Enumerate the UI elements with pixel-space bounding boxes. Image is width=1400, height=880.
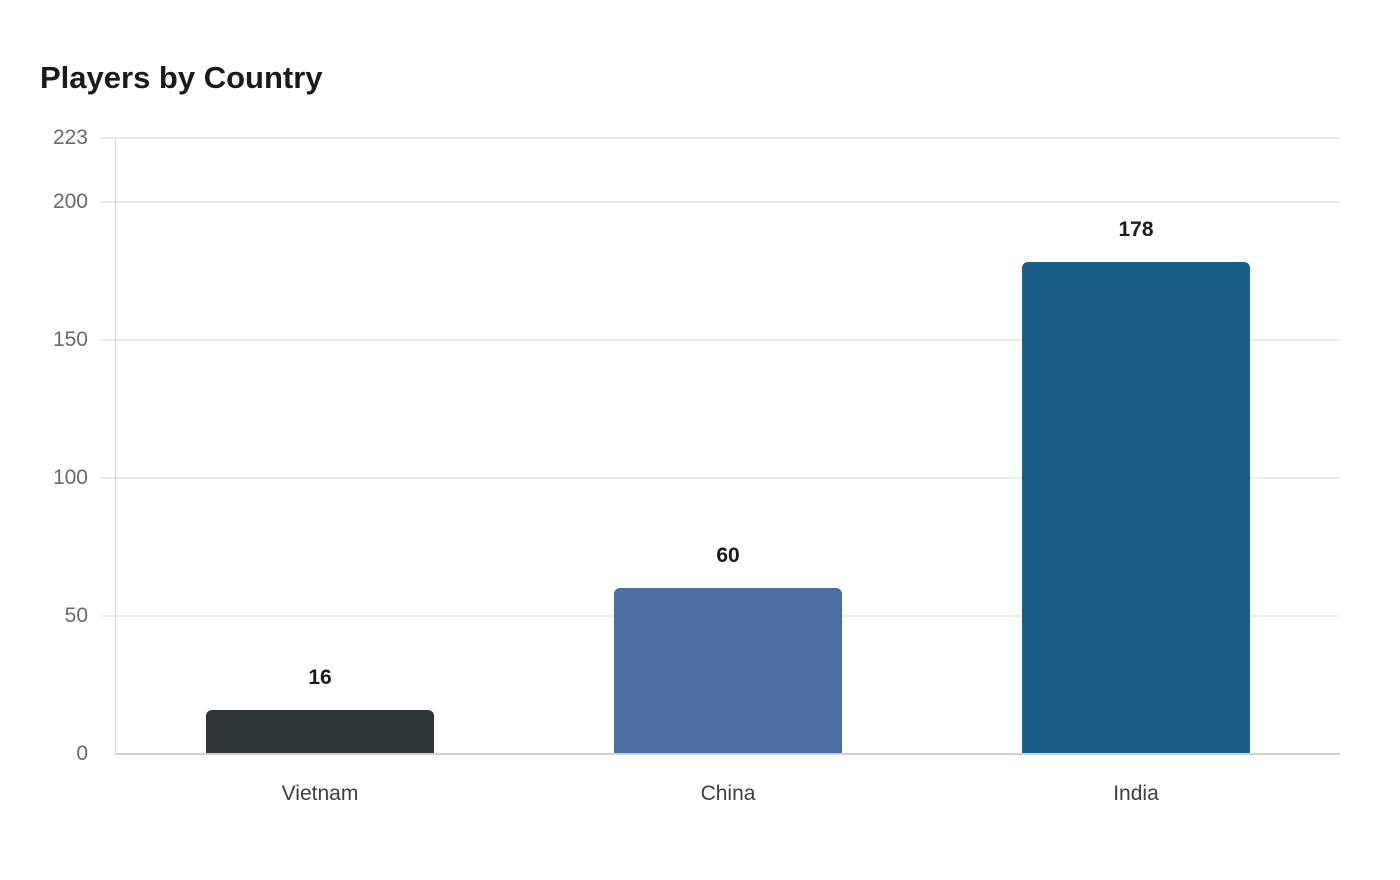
bar-vietnam[interactable] [206,709,434,754]
gridline [100,338,1340,341]
bar-china[interactable] [614,588,842,754]
x-tick-label: India [1113,782,1159,805]
x-tick-label: China [700,782,756,805]
gridline [100,200,1340,203]
gridline [100,476,1340,479]
bar-india[interactable] [1022,262,1250,754]
y-axis-line [115,138,116,754]
y-tick-label: 223 [52,126,88,149]
chart-title: Players by Country [40,60,323,95]
y-tick-label: 50 [64,603,88,627]
gridline [100,137,1340,139]
y-tick-label: 0 [76,742,88,765]
x-axis-line [116,753,1340,755]
y-tick-label: 200 [52,189,88,213]
y-tick-label: 150 [52,327,88,351]
y-tick-label: 100 [52,465,88,489]
value-label: 178 [1118,218,1154,242]
value-label: 60 [716,544,740,568]
x-tick-label: Vietnam [281,782,359,805]
value-label: 16 [308,665,332,689]
